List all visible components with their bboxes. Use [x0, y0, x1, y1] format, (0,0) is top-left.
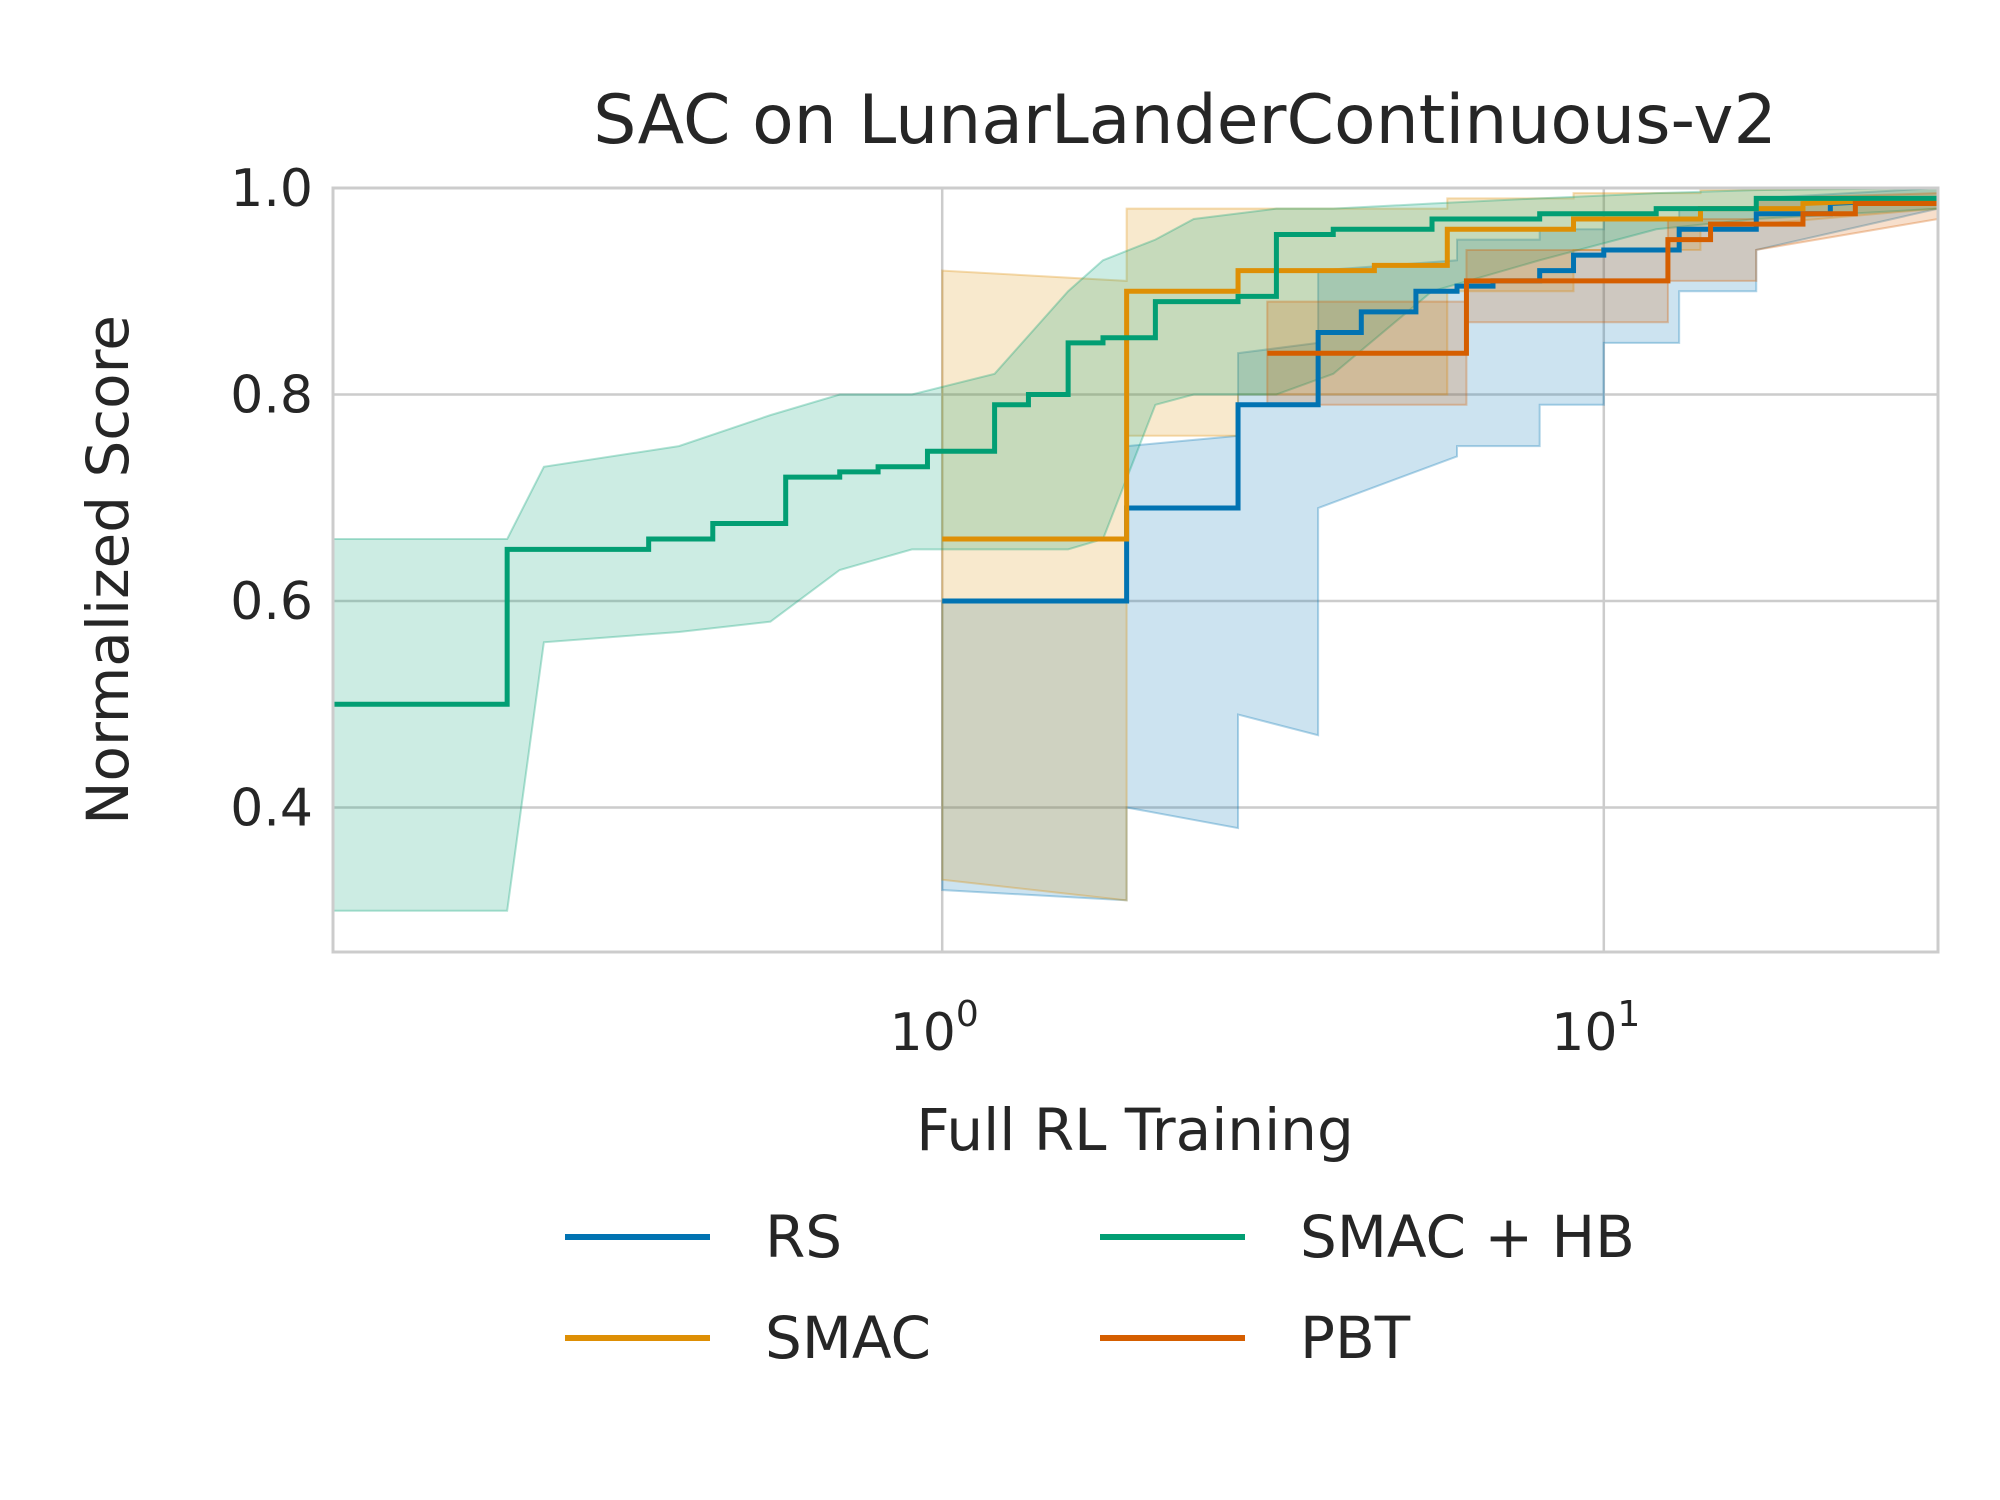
x-axis-label: Full RL Training: [916, 1096, 1354, 1164]
chart-title: SAC on LunarLanderContinuous-v2: [593, 81, 1777, 160]
line-pbt: [1267, 200, 1938, 356]
band-smac: [941, 186, 1939, 902]
y-tick-label: 0.6: [230, 572, 313, 632]
y-axis-label: Normalized Score: [74, 315, 142, 825]
line-smac-hb: [333, 195, 1938, 707]
y-tick-labels: 0.4 0.6 0.8 1.0: [230, 159, 313, 838]
legend-label-smac-hb: SMAC + HB: [1300, 1203, 1635, 1271]
x-tick-exponent: 1: [1617, 994, 1640, 1035]
line-layer: [333, 195, 1939, 707]
legend-label-pbt: PBT: [1300, 1304, 1411, 1372]
y-tick-label: 0.8: [230, 365, 313, 425]
x-tick-label: 101: [1551, 994, 1640, 1063]
y-tick-label: 0.4: [230, 778, 313, 838]
legend-label-smac: SMAC: [765, 1304, 931, 1372]
x-tick-base: 10: [1551, 1003, 1617, 1063]
x-tick-label: 100: [890, 994, 979, 1063]
legend-label-rs: RS: [765, 1203, 842, 1271]
plot-frame: [331, 186, 1940, 954]
x-tick-base: 10: [890, 1003, 956, 1063]
x-tick-exponent: 0: [956, 994, 979, 1035]
legend: RS SMAC SMAC + HB PBT: [565, 1203, 1635, 1372]
line-rs: [942, 195, 1939, 604]
x-tick-labels: 100 101: [890, 994, 1641, 1063]
y-tick-label: 1.0: [230, 159, 313, 219]
